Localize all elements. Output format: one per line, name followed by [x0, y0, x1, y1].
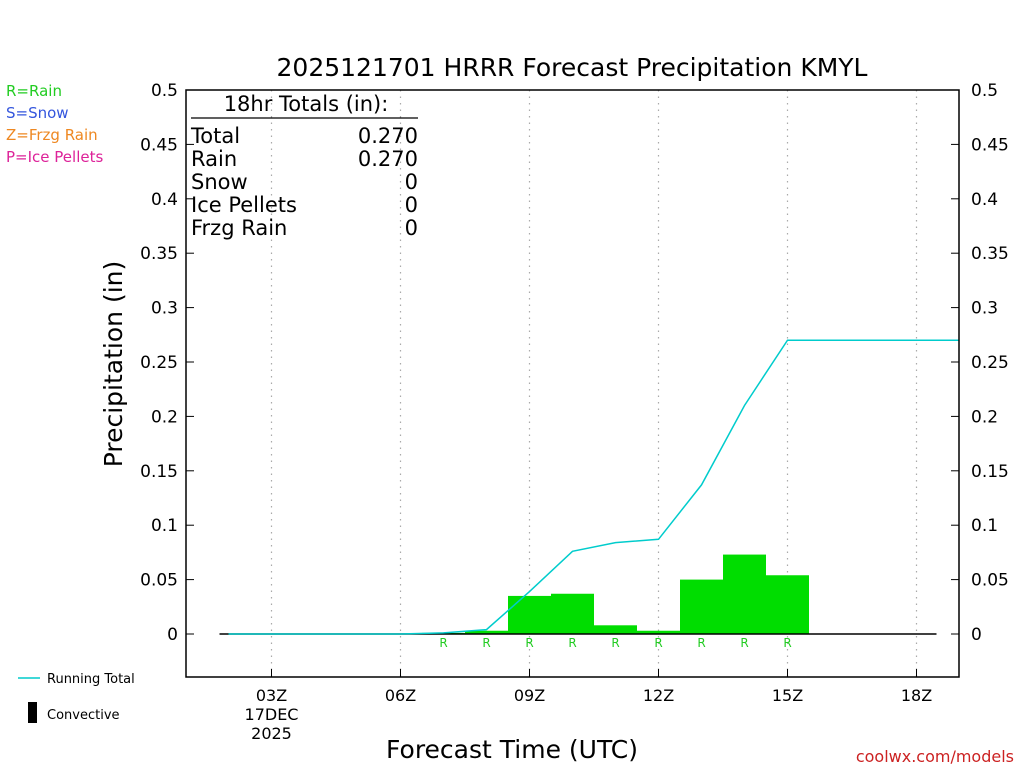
running-total-legend-label: Running Total [47, 672, 135, 687]
ptype-marker-15: R [783, 636, 791, 650]
totals-label-frzg-rain: Frzg Rain [191, 216, 287, 240]
totals-value-total: 0.270 [358, 124, 418, 148]
y-tick-label-right-6: 0.3 [971, 299, 998, 319]
x-tick-date-0: 17DEC [245, 705, 299, 724]
y-tick-label-left-3: 0.15 [140, 462, 178, 482]
y-tick-label-left-1: 0.05 [140, 571, 178, 591]
precip-bar-15 [766, 575, 809, 634]
precip-bar-8 [465, 630, 508, 634]
ptype-legend-frzg-rain: Z=Frzg Rain [6, 126, 98, 144]
y-tick-label-left-5: 0.25 [140, 353, 178, 373]
ptype-legend-snow: S=Snow [6, 104, 69, 122]
totals-value-frzg-rain: 0 [405, 216, 418, 240]
totals-label-total: Total [190, 124, 240, 148]
y-tick-label-right-7: 0.35 [971, 244, 1009, 264]
y-tick-label-left-0: 0 [167, 625, 178, 645]
y-tick-label-right-2: 0.1 [971, 516, 998, 536]
precip-bar-14 [723, 554, 766, 634]
precip-bar-13 [680, 579, 723, 634]
bars-group [219, 554, 937, 635]
totals-box: 18hr Totals (in): Total 0.270 Rain 0.270… [190, 92, 418, 240]
x-tick-label-0: 03Z [256, 686, 287, 705]
x-tick-label-4: 15Z [772, 686, 803, 705]
plot-frame [185, 89, 960, 678]
chart-title: 2025121701 HRRR Forecast Precipitation K… [277, 53, 868, 82]
y-tick-label-left-8: 0.4 [151, 190, 178, 210]
ptype-marker-8: R [482, 636, 490, 650]
totals-value-ice-pellets: 0 [405, 193, 418, 217]
totals-label-ice-pellets: Ice Pellets [191, 193, 297, 217]
running-total-line [228, 339, 959, 635]
ptype-marker-9: R [525, 636, 533, 650]
y-tick-label-left-9: 0.45 [140, 135, 178, 155]
precip-bar-10 [551, 593, 594, 634]
ptype-marker-12: R [654, 636, 662, 650]
ptype-legend-ice-pellets: P=Ice Pellets [6, 148, 104, 166]
ptype-marker-10: R [568, 636, 576, 650]
ptype-marker-14: R [740, 636, 748, 650]
ptype-marker-11: R [611, 636, 619, 650]
credit-text: coolwx.com/models [856, 747, 1014, 766]
x-tick-label-2: 09Z [514, 686, 545, 705]
y-tick-label-right-5: 0.25 [971, 353, 1009, 373]
y-tick-label-right-0: 0 [971, 625, 982, 645]
y-tick-label-left-7: 0.35 [140, 244, 178, 264]
y-tick-label-right-8: 0.4 [971, 190, 998, 210]
ptype-legend-rain: R=Rain [6, 82, 62, 100]
ptype-marker-13: R [697, 636, 705, 650]
y-tick-label-left-6: 0.3 [151, 299, 178, 319]
totals-value-rain: 0.270 [358, 147, 418, 171]
x-axis-label: Forecast Time (UTC) [386, 735, 638, 764]
convective-legend-swatch [28, 702, 37, 723]
totals-label-rain: Rain [191, 147, 237, 171]
convective-legend-label: Convective [47, 708, 120, 723]
bottom-legend: Running Total Convective [18, 672, 135, 723]
y-tick-label-right-10: 0.5 [971, 81, 998, 101]
y-tick-label-right-1: 0.05 [971, 571, 1009, 591]
ptype-legend: R=Rain S=Snow Z=Frzg Rain P=Ice Pellets [6, 82, 103, 170]
x-tick-year-0: 2025 [251, 724, 292, 743]
y-tick-label-left-4: 0.2 [151, 407, 178, 427]
y-tick-label-right-3: 0.15 [971, 462, 1009, 482]
x-tick-label-5: 18Z [901, 686, 932, 705]
y-tick-label-left-10: 0.5 [151, 81, 178, 101]
x-tick-label-3: 12Z [643, 686, 674, 705]
precip-bar-12 [637, 630, 680, 634]
precip-bar-9 [508, 595, 551, 634]
totals-heading: 18hr Totals (in): [224, 92, 389, 116]
totals-label-snow: Snow [191, 170, 248, 194]
grid-lines [270, 90, 918, 677]
ptype-marker-7: R [439, 636, 447, 650]
y-tick-label-left-2: 0.1 [151, 516, 178, 536]
precip-bar-11 [594, 625, 637, 634]
y-axis-label: Precipitation (in) [99, 261, 128, 468]
x-tick-label-1: 06Z [385, 686, 416, 705]
y-tick-label-right-9: 0.45 [971, 135, 1009, 155]
totals-value-snow: 0 [405, 170, 418, 194]
y-tick-label-right-4: 0.2 [971, 407, 998, 427]
running-total-group [228, 339, 959, 635]
